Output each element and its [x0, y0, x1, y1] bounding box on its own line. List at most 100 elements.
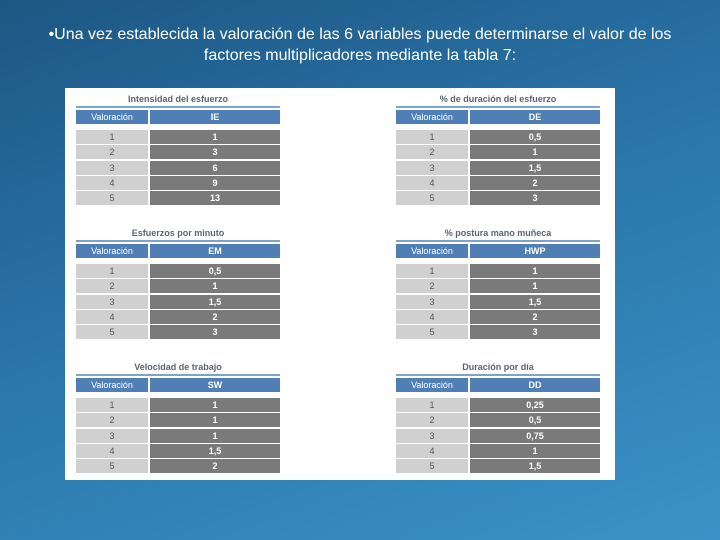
- rating-cell: 4: [76, 443, 148, 458]
- rating-cell: 3: [396, 428, 468, 443]
- header-cell: SW: [150, 378, 280, 392]
- value-cell: 3: [150, 145, 280, 160]
- rating-cell: 3: [76, 428, 148, 443]
- rating-cell: 3: [76, 294, 148, 309]
- value-cell: 1: [470, 443, 600, 458]
- value-cell: 1: [150, 279, 280, 294]
- header-row: Valoración SW: [76, 378, 280, 392]
- header-row: Valoración DE: [396, 110, 600, 124]
- header-cell: Valoración: [396, 378, 468, 392]
- table-row: 1 0,5: [396, 130, 600, 144]
- header-row: Valoración EM: [76, 244, 280, 258]
- table-row: 4 1,5: [76, 443, 280, 458]
- value-cell: 3: [470, 191, 600, 206]
- value-cell: 0,25: [470, 398, 600, 412]
- value-cell: 1,5: [150, 294, 280, 309]
- table-row: 3 1,5: [396, 160, 600, 175]
- value-cell: 1: [150, 130, 280, 144]
- rating-cell: 5: [76, 459, 148, 474]
- value-cell: 1: [470, 264, 600, 278]
- table-title: Esfuerzos por minuto: [76, 226, 280, 242]
- value-cell: 1: [150, 428, 280, 443]
- rating-cell: 4: [76, 309, 148, 324]
- table-row: 3 1,5: [396, 294, 600, 309]
- heading: •Una vez establecida la valoración de la…: [48, 26, 672, 64]
- value-cell: 1,5: [470, 160, 600, 175]
- value-cell: 2: [470, 175, 600, 190]
- header-cell: IE: [150, 110, 280, 124]
- rating-cell: 2: [396, 279, 468, 294]
- header-cell: HWP: [470, 244, 600, 258]
- table: Velocidad de trabajo Valoración SW 1 1 2 1 3 1 4 1…: [76, 360, 280, 474]
- rating-cell: 1: [396, 130, 468, 144]
- table: Intensidad del esfuerzo Valoración IE 1 1 2 3 3…: [76, 92, 280, 206]
- rating-cell: 5: [76, 325, 148, 340]
- table-row: 3 0,75: [396, 428, 600, 443]
- value-cell: 0,5: [470, 413, 600, 428]
- header-cell: DD: [470, 378, 600, 392]
- table-title: Intensidad del esfuerzo: [76, 92, 280, 108]
- value-cell: 1: [470, 279, 600, 294]
- header-cell: Valoración: [76, 244, 148, 258]
- rating-cell: 5: [396, 459, 468, 474]
- rating-cell: 1: [76, 130, 148, 144]
- rating-cell: 2: [76, 413, 148, 428]
- rating-cell: 5: [396, 325, 468, 340]
- rating-cell: 2: [76, 145, 148, 160]
- header-cell: Valoración: [396, 110, 468, 124]
- table-row: 1 0,5: [76, 264, 280, 278]
- value-cell: 2: [150, 309, 280, 324]
- rating-cell: 1: [396, 264, 468, 278]
- table: Duración por día Valoración DD 1 0,25 2 0,5 3 0,…: [396, 360, 600, 474]
- header-cell: Valoración: [76, 378, 148, 392]
- header-row: Valoración DD: [396, 378, 600, 392]
- table-title: % postura mano muñeca: [396, 226, 600, 242]
- rating-cell: 5: [76, 191, 148, 206]
- value-cell: 0,75: [470, 428, 600, 443]
- table: % de duración del esfuerzo Valoración DE 1 0…: [396, 92, 600, 206]
- table-row: 2 0,5: [396, 413, 600, 428]
- rating-cell: 1: [396, 398, 468, 412]
- header-cell: DE: [470, 110, 600, 124]
- value-cell: 13: [150, 191, 280, 206]
- header-cell: EM: [150, 244, 280, 258]
- value-cell: 1,5: [470, 294, 600, 309]
- value-cell: 2: [150, 459, 280, 474]
- header-cell: Valoración: [396, 244, 468, 258]
- table-row: 5 13: [76, 191, 280, 206]
- value-cell: 1: [150, 413, 280, 428]
- table: % postura mano muñeca Valoración HWP 1 1 2 1 3 1…: [396, 226, 600, 340]
- rating-cell: 1: [76, 264, 148, 278]
- rating-cell: 2: [76, 279, 148, 294]
- rating-cell: 4: [396, 175, 468, 190]
- table-title: % de duración del esfuerzo: [396, 92, 600, 108]
- header-cell: Valoración: [76, 110, 148, 124]
- value-cell: 1,5: [150, 443, 280, 458]
- value-cell: 0,5: [470, 130, 600, 144]
- value-cell: 3: [150, 325, 280, 340]
- value-cell: 6: [150, 160, 280, 175]
- rating-cell: 3: [76, 160, 148, 175]
- table-row: 1 0,25: [396, 398, 600, 412]
- value-cell: 0,5: [150, 264, 280, 278]
- rating-cell: 1: [76, 398, 148, 412]
- table-row: 3 1,5: [76, 294, 280, 309]
- panel: Intensidad del esfuerzo Valoración IE 1 1 2 3 3…: [65, 88, 615, 480]
- rating-cell: 2: [396, 413, 468, 428]
- value-cell: 1: [150, 398, 280, 412]
